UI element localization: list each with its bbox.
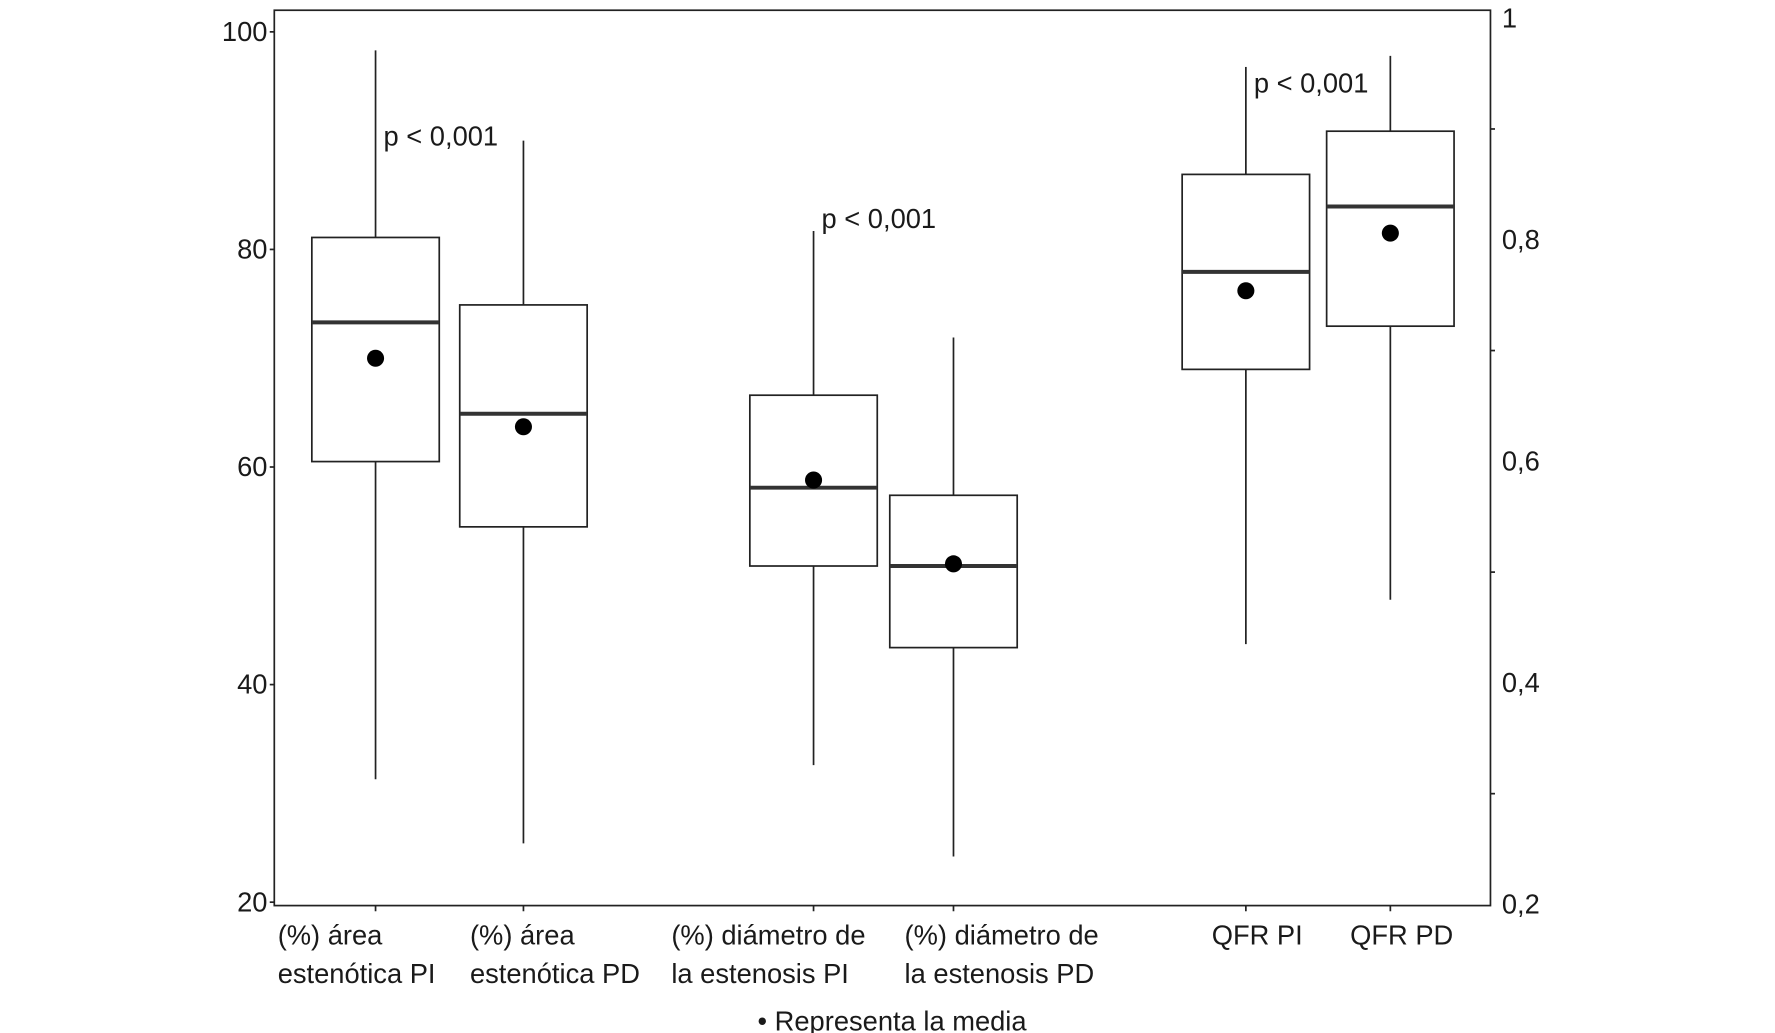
right-axis: 0,2 0,4 0,6 0,8 1 bbox=[1490, 2, 1540, 920]
boxes bbox=[310, 50, 1455, 857]
iqr-box bbox=[310, 236, 441, 463]
mean-marker bbox=[805, 471, 823, 489]
left-tick-label: 40 bbox=[237, 669, 267, 700]
mean-marker bbox=[367, 349, 385, 367]
right-tick-label: 0,6 bbox=[1502, 445, 1540, 476]
legend-note: • Representa la media bbox=[758, 1006, 1028, 1033]
p-value-annotation: p < 0,001 bbox=[384, 120, 499, 151]
x-axis-labels: (%) área estenótica PI (%) área estenótica … bbox=[278, 905, 1453, 989]
left-axis: 20 40 60 80 100 bbox=[222, 16, 275, 917]
mean-marker bbox=[944, 555, 963, 573]
category-label: QFR PI bbox=[1212, 919, 1303, 950]
left-tick-label: 100 bbox=[222, 16, 268, 47]
right-tick-label: 0,2 bbox=[1502, 889, 1540, 920]
category-label: QFR PD bbox=[1350, 919, 1453, 950]
mean-marker bbox=[1237, 282, 1255, 300]
category-label: (%) diámetro de bbox=[671, 919, 865, 950]
box-4 bbox=[888, 337, 1019, 857]
mean-marker bbox=[514, 418, 532, 436]
p-value-annotation: p < 0,001 bbox=[1254, 68, 1369, 99]
category-label: la estenosis PD bbox=[905, 958, 1095, 989]
box-2 bbox=[458, 140, 589, 844]
category-label: estenótica PD bbox=[470, 958, 640, 989]
category-label: estenótica PI bbox=[278, 958, 436, 989]
category-label: (%) diámetro de bbox=[905, 919, 1099, 950]
category-label: (%) área bbox=[278, 919, 383, 950]
right-tick-label: 0,8 bbox=[1502, 224, 1540, 255]
right-tick-label: 0,4 bbox=[1502, 667, 1540, 698]
right-tick-label: 1 bbox=[1502, 2, 1517, 33]
left-tick-label: 80 bbox=[237, 234, 267, 265]
mean-marker bbox=[1381, 224, 1399, 242]
box-6 bbox=[1325, 55, 1455, 600]
left-tick-label: 20 bbox=[237, 886, 267, 917]
category-label: la estenosis PI bbox=[671, 958, 849, 989]
box-5 bbox=[1181, 66, 1311, 645]
box-3 bbox=[748, 230, 879, 766]
iqr-box bbox=[458, 304, 589, 528]
annotations: p < 0,001 p < 0,001 p < 0,001 bbox=[384, 68, 1369, 234]
p-value-annotation: p < 0,001 bbox=[822, 203, 937, 234]
left-tick-label: 60 bbox=[237, 451, 267, 482]
category-label: (%) área bbox=[470, 919, 575, 950]
box-1 bbox=[310, 50, 441, 780]
plot-frame bbox=[273, 9, 1492, 907]
